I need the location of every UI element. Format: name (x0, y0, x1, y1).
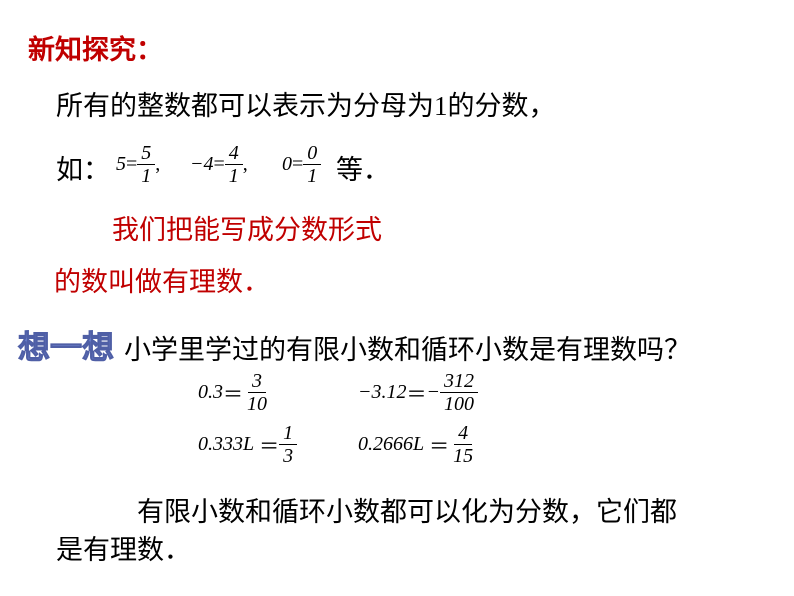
decimal-0.2666: 0.2666L ＝ 4 15 (358, 422, 477, 467)
conclusion-text1: 有限小数和循环小数都可以化为分数，它们都 (137, 497, 677, 527)
m2-fraction: 312 100 (440, 370, 478, 415)
m3-fraction: 1 3 (279, 422, 297, 467)
m2-neg: − (427, 381, 441, 404)
example-5: 5= 5 1 , (116, 142, 160, 187)
m2-lhs: −3.12 (358, 381, 407, 404)
conclusion-line1: 有限小数和循环小数都可以化为分数，它们都 (56, 490, 677, 529)
section-heading: 新知探究： (28, 28, 163, 67)
m1-fraction: 3 10 (243, 370, 271, 415)
think-question: 小学里学过的有限小数和循环小数是有理数吗？ (124, 328, 691, 367)
decimal-neg3.12: −3.12＝ − 312 100 (358, 370, 478, 415)
examples-suffix: 等． (336, 148, 390, 187)
m1-lhs: 0.3 (198, 381, 223, 404)
example-neg4: −4= 4 1 , (190, 142, 248, 187)
conclusion-indent (56, 497, 137, 527)
think-label: 想一想 (18, 322, 114, 368)
decimal-0.3: 0.3＝ 3 10 (198, 370, 271, 415)
decimal-0.333: 0.333L ＝ 1 3 (198, 422, 297, 467)
conclusion-line2: 是有理数． (56, 528, 191, 567)
ex2-lhs: −4 (190, 153, 214, 176)
ex3-lhs: 0 (282, 153, 292, 176)
ex1-fraction: 5 1 (137, 142, 155, 187)
definition-line1: 我们把能写成分数形式 (112, 208, 382, 247)
examples-prefix: 如： (56, 148, 110, 187)
line-integers-as-fractions: 所有的整数都可以表示为分母为1的分数， (56, 84, 556, 123)
definition-line2: 的数叫做有理数． (54, 260, 270, 299)
m4-lhs: 0.2666L (358, 433, 424, 456)
ex1-lhs: 5 (116, 153, 126, 176)
ex3-fraction: 0 1 (303, 142, 321, 187)
ex2-fraction: 4 1 (225, 142, 243, 187)
m3-lhs: 0.333L (198, 433, 254, 456)
m4-fraction: 4 15 (449, 422, 477, 467)
example-0: 0= 0 1 (282, 142, 321, 187)
